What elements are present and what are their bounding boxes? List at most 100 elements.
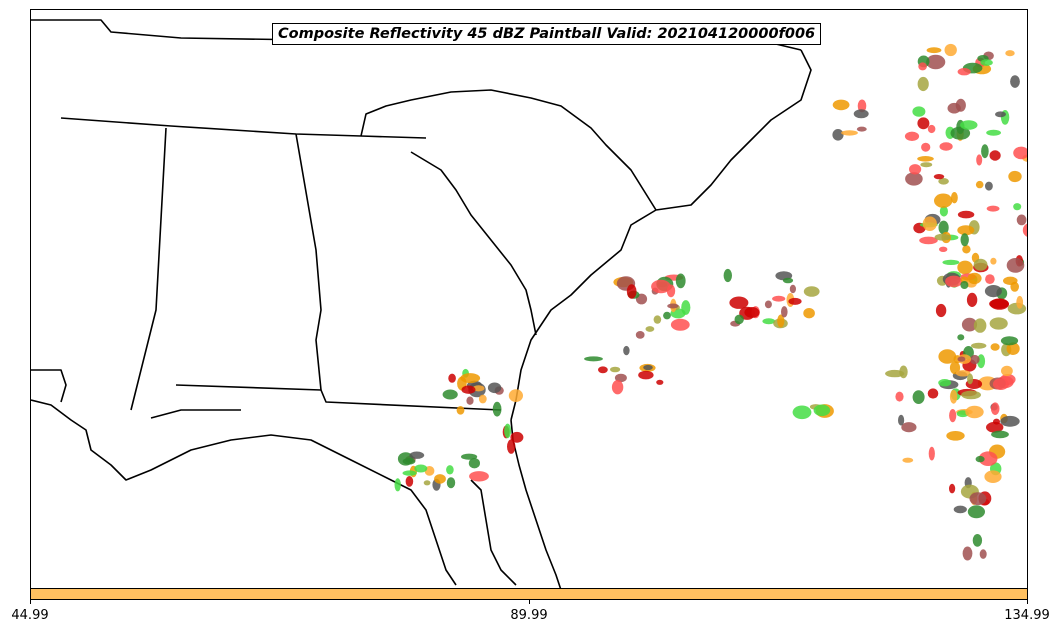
border-fl-panhandle	[150, 409, 241, 419]
colorbar-tick-2	[1027, 600, 1028, 604]
reflectivity-blob	[967, 272, 982, 285]
reflectivity-blob	[934, 233, 951, 241]
reflectivity-blob	[670, 318, 690, 331]
border-al-fl	[175, 384, 502, 411]
reflectivity-blob	[939, 142, 953, 151]
reflectivity-blob	[917, 117, 930, 130]
reflectivity-blob	[832, 99, 850, 111]
reflectivity-blob	[938, 379, 952, 387]
reflectivity-blob	[762, 318, 776, 325]
reflectivity-blob	[729, 296, 749, 309]
reflectivity-blob	[960, 120, 978, 130]
reflectivity-blob	[1010, 75, 1020, 88]
reflectivity-blob	[469, 471, 489, 482]
reflectivity-blob	[990, 343, 1000, 351]
reflectivity-blob	[898, 414, 905, 426]
reflectivity-blob	[904, 131, 920, 141]
reflectivity-blob	[971, 342, 987, 349]
reflectivity-blob	[487, 382, 502, 394]
reflectivity-blob	[949, 409, 957, 423]
reflectivity-blob	[1008, 170, 1022, 183]
reflectivity-blobs	[394, 43, 1027, 561]
reflectivity-blob	[995, 111, 1006, 118]
reflectivity-blob	[938, 178, 949, 185]
reflectivity-blob	[934, 193, 953, 208]
reflectivity-blob	[645, 326, 655, 332]
reflectivity-blob	[857, 99, 867, 113]
reflectivity-blob	[653, 315, 662, 324]
reflectivity-blob	[979, 549, 987, 559]
border-ms-al	[130, 127, 167, 411]
reflectivity-blob	[957, 356, 966, 362]
colorbar-tick-label-max: 134.99	[1004, 608, 1050, 623]
reflectivity-blob	[967, 373, 974, 385]
reflectivity-blob	[986, 421, 1004, 433]
la-coast	[31, 369, 67, 403]
reflectivity-blob	[902, 457, 914, 463]
reflectivity-blob	[967, 505, 986, 519]
reflectivity-blob	[510, 431, 524, 443]
reflectivity-blob	[461, 385, 476, 394]
reflectivity-blob	[744, 307, 760, 318]
colorbar-tick-1	[529, 600, 530, 604]
reflectivity-blob	[434, 474, 446, 484]
reflectivity-blob	[446, 477, 456, 489]
reflectivity-blob	[978, 451, 998, 467]
reflectivity-blob	[853, 109, 869, 119]
reflectivity-blob	[927, 388, 939, 399]
reflectivity-blob	[957, 334, 965, 341]
reflectivity-blob	[969, 492, 987, 506]
reflectivity-blob	[909, 164, 922, 175]
reflectivity-blob	[938, 220, 949, 235]
reflectivity-blob	[939, 206, 949, 217]
fl-west-inner	[470, 479, 517, 586]
reflectivity-blob	[973, 318, 987, 333]
reflectivity-blob	[972, 534, 983, 547]
reflectivity-blob	[905, 172, 923, 186]
reflectivity-blob	[468, 458, 480, 469]
reflectivity-blob	[1016, 214, 1027, 226]
reflectivity-blob	[986, 129, 1001, 136]
reflectivity-blob	[957, 260, 973, 275]
reflectivity-blob	[981, 144, 989, 159]
reflectivity-blob	[446, 465, 454, 475]
gulf-coast	[31, 399, 457, 586]
reflectivity-blob	[402, 458, 416, 465]
reflectivity-blob	[1006, 258, 1025, 273]
reflectivity-blob	[919, 236, 938, 245]
reflectivity-blob	[966, 292, 978, 307]
reflectivity-blob	[508, 389, 523, 402]
reflectivity-blob	[777, 314, 785, 328]
reflectivity-blob	[920, 162, 933, 168]
reflectivity-blob	[957, 225, 975, 236]
reflectivity-blob	[856, 126, 867, 132]
reflectivity-blob	[461, 453, 478, 460]
reflectivity-blob	[472, 385, 485, 392]
reflectivity-blob	[788, 297, 802, 305]
reflectivity-blob	[975, 455, 985, 463]
reflectivity-blob	[409, 451, 425, 459]
reflectivity-blob	[1005, 50, 1015, 57]
reflectivity-blob	[973, 258, 988, 271]
reflectivity-blob	[951, 192, 958, 204]
colorbar	[30, 588, 1028, 600]
reflectivity-blob	[764, 300, 772, 309]
reflectivity-blob	[935, 303, 947, 318]
reflectivity-blob	[635, 331, 645, 339]
reflectivity-blob	[990, 402, 1000, 416]
reflectivity-blob	[901, 422, 917, 433]
reflectivity-blob	[926, 54, 946, 70]
reflectivity-blob	[989, 317, 1008, 330]
map-title: Composite Reflectivity 45 dBZ Paintball …	[272, 23, 822, 45]
reflectivity-blob	[949, 361, 961, 375]
reflectivity-blob	[918, 62, 927, 71]
reflectivity-blob	[1013, 146, 1027, 160]
reflectivity-blob	[926, 47, 942, 54]
reflectivity-blob	[456, 406, 465, 415]
reflectivity-blob	[992, 378, 1009, 390]
map-panel: Composite Reflectivity 45 dBZ Paintball …	[30, 9, 1028, 589]
reflectivity-blob	[792, 405, 812, 420]
reflectivity-blob	[950, 126, 971, 140]
reflectivity-blob	[405, 476, 414, 487]
reflectivity-blob	[651, 279, 671, 294]
